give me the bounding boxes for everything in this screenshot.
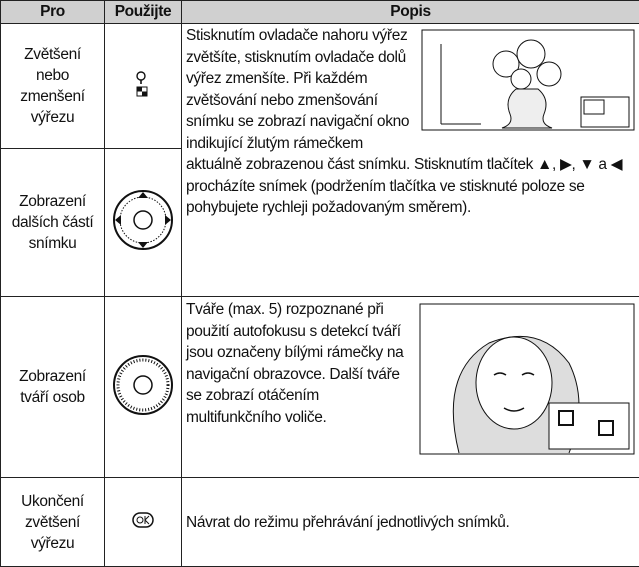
- header-row: Pro Použijte Popis: [0, 0, 639, 24]
- header-cell: Popis: [181, 0, 639, 24]
- desc-text: Stisknutím ovladače nahoru výřez zvětšít…: [186, 27, 623, 216]
- multi-selector-icon: [113, 354, 173, 415]
- header-cell: Použijte: [104, 0, 182, 24]
- pro-line: zvětšení: [25, 513, 80, 531]
- desc-text: Tváře (max. 5) rozpoznané při použití au…: [186, 301, 404, 426]
- use-cell: [104, 296, 182, 478]
- pro-line: tváří osob: [20, 389, 85, 406]
- face-illustration: [419, 303, 635, 455]
- pro-line: Zobrazení: [19, 193, 86, 210]
- use-cell: [104, 23, 182, 149]
- pro-line: Zvětšení: [24, 46, 81, 63]
- row: Ukončení zvětšení výřezu Návrat do režim…: [0, 477, 639, 567]
- zoom-illustration: [421, 29, 635, 131]
- pro-line: Ukončení: [21, 492, 84, 510]
- desc-text: Návrat do režimu přehrávání jednotlivých…: [186, 513, 510, 531]
- pro-line: zmenšení: [20, 88, 85, 105]
- row: Zvětšení nebo zmenšení výřezu Stisknutím…: [0, 23, 639, 297]
- zoom-icon: [136, 70, 148, 96]
- multi-selector-icon: [113, 190, 173, 250]
- header-cell: Pro: [0, 0, 105, 24]
- pro-line: Zobrazení: [19, 368, 86, 385]
- pro-cell: Zobrazení tváří osob: [0, 296, 105, 478]
- desc-cell: Stisknutím ovladače nahoru výřez zvětšít…: [181, 23, 639, 297]
- pro-cell: Ukončení zvětšení výřezu: [0, 477, 105, 567]
- pro-cell: Zobrazení dalších částí snímku: [0, 148, 105, 297]
- pro-line: nebo: [35, 67, 70, 84]
- use-cell: [104, 477, 182, 567]
- pro-line: dalších částí: [11, 214, 94, 231]
- pro-line: výřezu: [30, 534, 75, 552]
- desc-cell: Návrat do režimu přehrávání jednotlivých…: [181, 477, 639, 567]
- pro-line: výřezu: [30, 109, 75, 126]
- pro-line: snímku: [28, 235, 77, 252]
- ok-icon: [132, 511, 154, 528]
- row: Zobrazení dalších částí snímku: [0, 148, 639, 297]
- row: Zobrazení tváří osob Tváře (max. 5) rozp…: [0, 296, 639, 478]
- desc-cell: Tváře (max. 5) rozpoznané při použití au…: [181, 296, 639, 478]
- use-cell: [104, 148, 182, 297]
- pro-cell: Zvětšení nebo zmenšení výřezu: [0, 23, 105, 149]
